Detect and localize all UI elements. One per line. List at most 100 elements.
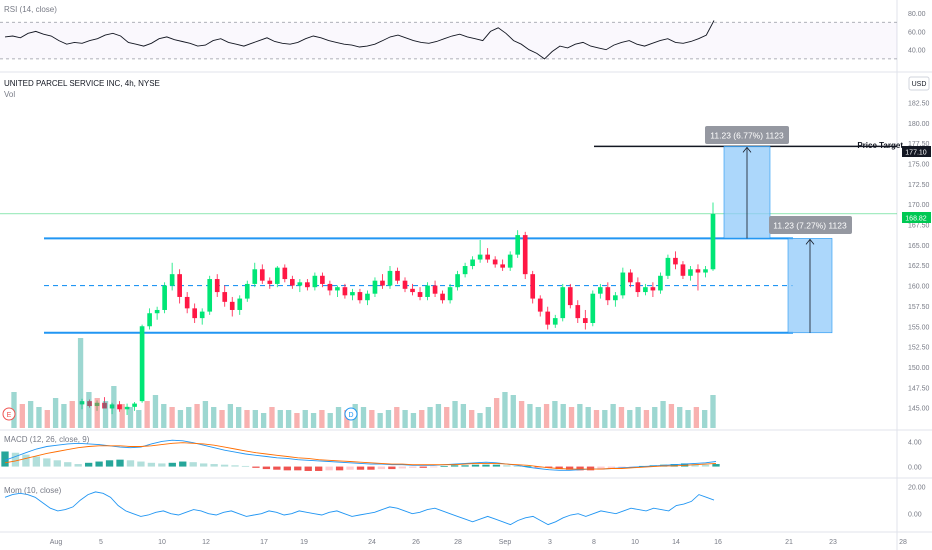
price-y-tick: 177.50 — [908, 141, 930, 148]
volume-bar — [152, 395, 159, 428]
candle-body — [567, 287, 573, 306]
volume-bar — [552, 401, 558, 428]
macd-histogram-bar — [294, 466, 302, 471]
volume-bar — [543, 404, 550, 428]
momentum-y-tick: 20.00 — [908, 484, 926, 491]
candle-body — [252, 269, 258, 284]
macd-histogram-bar — [471, 464, 480, 467]
volume-bar — [460, 404, 467, 428]
time-axis-tick: Sep — [499, 539, 512, 546]
volume-bar — [444, 407, 450, 428]
time-axis-tick: 17 — [260, 539, 268, 546]
volume-bar — [518, 401, 525, 428]
macd-histogram-bar — [315, 466, 323, 471]
candle-body — [154, 309, 160, 314]
price-target-tag — [902, 146, 931, 157]
volume-bar — [693, 407, 700, 428]
volume-bar — [27, 401, 34, 428]
macd-histogram-bar — [11, 452, 20, 467]
price-pane[interactable] — [0, 145, 897, 415]
time-axis-tick: 3 — [548, 539, 552, 546]
currency-button[interactable] — [908, 76, 930, 91]
earnings-marker[interactable] — [2, 407, 16, 421]
price-y-tick: 155.00 — [908, 324, 930, 331]
macd-y-tick: 0.00 — [908, 465, 922, 472]
volume-bar — [86, 392, 92, 428]
macd-histogram-bar — [252, 466, 260, 468]
volume-bar — [427, 407, 433, 428]
macd-histogram-bar — [137, 461, 145, 467]
candle-body — [545, 311, 551, 325]
candle-body — [613, 295, 618, 301]
macd-histogram-bar — [220, 464, 229, 467]
volume-bar — [94, 398, 100, 428]
macd-histogram-bar — [607, 466, 616, 469]
last-price-tag-label: 168.82 — [905, 216, 927, 223]
macd-histogram-bar — [1, 451, 9, 467]
volume-bar — [535, 407, 541, 428]
candle-body — [124, 406, 130, 410]
rsi-y-tick: 80.00 — [908, 11, 926, 18]
macd-histogram-bar — [210, 464, 218, 467]
macd-histogram-bar — [356, 466, 365, 470]
candle-body — [402, 280, 408, 289]
candle-body — [650, 287, 656, 291]
price-y-tick: 147.50 — [908, 385, 930, 392]
time-axis-tick: 12 — [202, 539, 210, 546]
candle-body — [305, 282, 310, 288]
volume-bar — [485, 407, 491, 428]
volume-bar — [510, 395, 516, 428]
macd-histogram-bar — [84, 462, 93, 467]
candle-body — [597, 287, 603, 294]
candle-body — [380, 280, 385, 286]
candle-body — [237, 298, 243, 310]
candle-body — [350, 292, 355, 296]
momentum-y-tick: 0.00 — [908, 512, 922, 519]
candle-body — [455, 274, 460, 288]
volume-bar — [469, 410, 475, 428]
rsi-y-tick: 60.00 — [908, 29, 926, 36]
candle-body — [522, 235, 528, 275]
macd-histogram-bar — [670, 464, 678, 467]
rsi-y-tick: 40.00 — [908, 48, 926, 55]
macd-histogram-bar — [116, 459, 124, 467]
volume-bar — [635, 407, 641, 428]
measure-lower-label-box — [769, 216, 852, 234]
candle-body — [530, 274, 536, 299]
time-axis-tick: 10 — [631, 539, 639, 546]
volume-bar — [36, 407, 42, 428]
candle-body — [259, 269, 265, 281]
volume-bar — [161, 404, 167, 428]
time-axis-tick: 28 — [899, 539, 907, 546]
macd-histogram-bar — [712, 464, 720, 467]
macd-histogram-bar — [64, 462, 72, 467]
price-axis[interactable]: 185.00182.50180.00177.50175.00172.50170.… — [908, 80, 930, 413]
volume-bar — [294, 413, 300, 428]
volume-bar — [102, 401, 109, 428]
macd-histogram-bar — [576, 466, 584, 471]
volume-bar — [194, 404, 200, 428]
candle-body — [184, 296, 190, 309]
candle-body — [703, 269, 708, 273]
candle-body — [395, 270, 400, 281]
volume-bar — [602, 410, 608, 428]
rsi-pane: 80.00 60.00 40.00 — [0, 11, 926, 60]
candle-body — [673, 257, 678, 265]
volume-bar — [319, 410, 325, 428]
time-axis-tick: 24 — [368, 539, 376, 546]
macd-histogram-bar — [53, 460, 61, 467]
measure-upper-label: 11.23 (6.77%) 1123 — [710, 131, 784, 141]
volume-bar — [710, 395, 716, 428]
time-axis-tick: 14 — [672, 539, 680, 546]
measure-upper-arrowhead — [742, 146, 752, 153]
time-axis-tick: 26 — [412, 539, 420, 546]
volume-bar — [560, 404, 566, 428]
volume-bar — [568, 407, 575, 428]
macd-histogram-bar — [701, 464, 710, 467]
dividend-marker[interactable] — [344, 407, 358, 421]
candle-body — [320, 275, 325, 284]
volume-pane — [11, 338, 716, 428]
time-axis[interactable]: Aug 5 10 12 17 19 24 26 28 Sep 3 8 10 14 16 21 23 28 — [50, 539, 907, 546]
volume-bar — [527, 404, 533, 428]
candle-body — [365, 293, 370, 301]
